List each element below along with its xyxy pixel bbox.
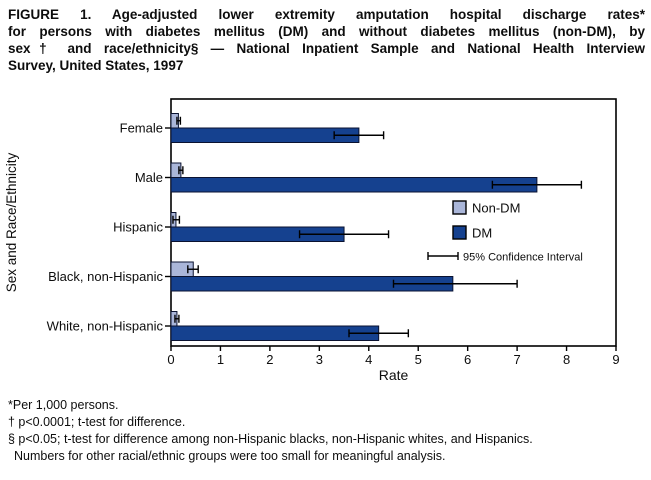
x-tick-label: 6	[464, 352, 471, 367]
x-axis-title: Rate	[379, 367, 409, 383]
x-tick-label: 2	[266, 352, 273, 367]
legend-swatch-dm	[452, 225, 467, 240]
y-axis-title: Sex and Race/Ethnicity	[4, 152, 19, 292]
x-tick-label: 9	[612, 352, 619, 367]
figure-title-line: sex† and race/ethnicity§ — National Inpa…	[8, 41, 645, 56]
footnote-per-1000: *Per 1,000 persons.	[8, 398, 119, 412]
figure-title-line: Survey, United States, 1997	[8, 58, 184, 73]
dm-bar	[170, 127, 360, 143]
x-tick-label: 7	[513, 352, 520, 367]
legend-ci-label: 95% Confidence Interval	[463, 252, 583, 264]
category-label: Female	[120, 121, 163, 136]
x-tick-label: 3	[316, 352, 323, 367]
category-label: White, non-Hispanic	[47, 319, 164, 334]
dm-bar	[170, 177, 538, 193]
footnote-section-cont: Numbers for other racial/ethnic groups w…	[14, 449, 446, 463]
x-tick-label: 1	[217, 352, 224, 367]
legend-label-dm: DM	[472, 226, 492, 241]
x-tick-label: 5	[415, 352, 422, 367]
figure-title-line: FIGURE 1. Age-adjusted lower extremity a…	[8, 7, 645, 22]
x-tick-label: 0	[167, 352, 174, 367]
category-label: Black, non-Hispanic	[48, 269, 163, 284]
footnote-section: § p<0.05; t-test for difference among no…	[8, 432, 533, 446]
legend-swatch-non-dm	[452, 200, 467, 215]
dm-bar	[170, 325, 380, 341]
figure-title-line: for persons with diabetes mellitus (DM) …	[8, 24, 645, 39]
x-tick-label: 4	[365, 352, 372, 367]
category-label: Hispanic	[113, 220, 163, 235]
figure-title: FIGURE 1. Age-adjusted lower extremity a…	[8, 6, 645, 74]
figure-footnotes: *Per 1,000 persons. † p<0.0001; t-test f…	[8, 397, 648, 465]
footnote-dagger: † p<0.0001; t-test for difference.	[8, 415, 186, 429]
category-label: Male	[135, 170, 163, 185]
legend-label-non-dm: Non-DM	[472, 201, 520, 216]
x-tick-label: 8	[563, 352, 570, 367]
